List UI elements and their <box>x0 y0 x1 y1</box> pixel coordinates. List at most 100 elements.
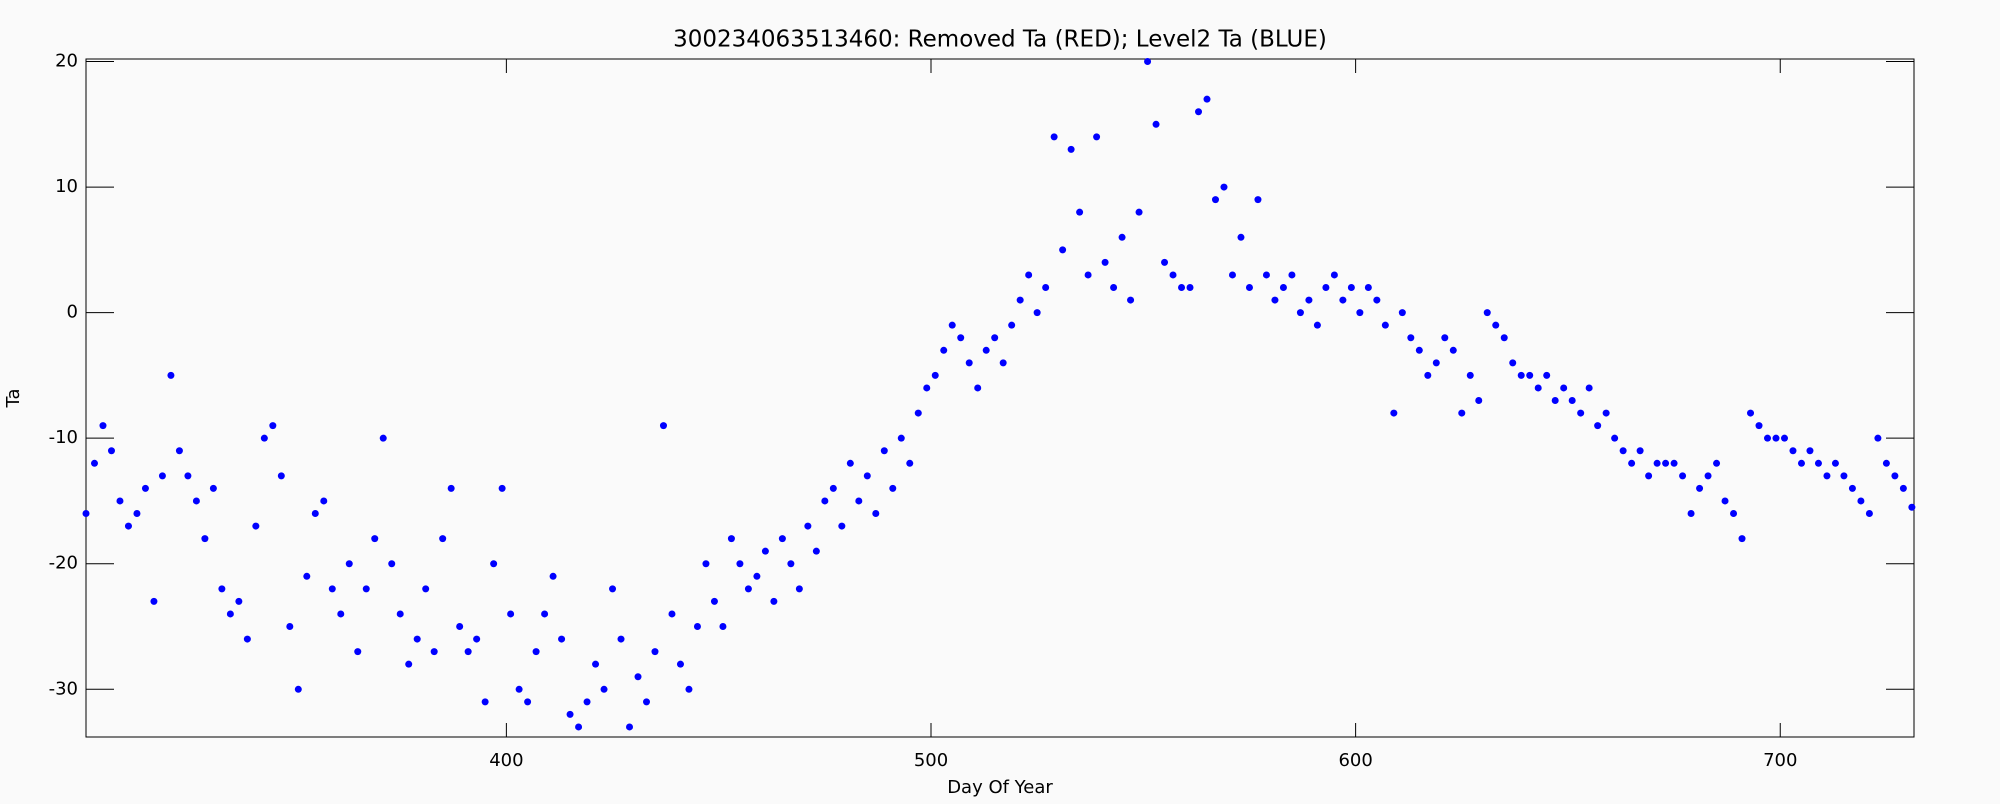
data-point <box>889 484 897 492</box>
data-point <box>303 572 311 580</box>
data-point <box>345 560 353 568</box>
data-point <box>1398 309 1406 317</box>
data-point <box>923 384 931 392</box>
data-point <box>1424 371 1432 379</box>
data-point <box>1203 95 1211 103</box>
y-tick-label: -10 <box>49 427 78 448</box>
data-point <box>1806 447 1814 455</box>
chart-title: 300234063513460: Removed Ta (RED); Level… <box>673 27 1327 53</box>
data-point <box>260 434 268 442</box>
y-tick-label: -30 <box>49 678 78 699</box>
data-point <box>1492 321 1500 329</box>
x-axis-label: Day Of Year <box>947 777 1053 798</box>
data-point <box>1144 58 1152 66</box>
data-point <box>897 434 905 442</box>
y-tick-label: 0 <box>67 302 78 323</box>
data-point <box>1254 196 1262 204</box>
data-point <box>880 447 888 455</box>
data-point <box>1687 510 1695 518</box>
data-point <box>778 535 786 543</box>
data-point <box>439 535 447 543</box>
data-point <box>1585 384 1593 392</box>
data-point <box>821 497 829 505</box>
data-point <box>413 635 421 643</box>
data-point <box>524 698 532 706</box>
data-point <box>90 459 98 467</box>
data-point <box>1296 309 1304 317</box>
data-point <box>974 384 982 392</box>
data-point <box>1560 384 1568 392</box>
data-point <box>787 560 795 568</box>
data-point <box>702 560 710 568</box>
data-point <box>1730 510 1738 518</box>
data-point <box>1101 258 1109 266</box>
data-point <box>1679 472 1687 480</box>
data-point <box>872 510 880 518</box>
data-point <box>583 698 591 706</box>
data-point <box>600 685 608 693</box>
data-point <box>914 409 922 417</box>
data-point <box>643 698 651 706</box>
data-point <box>498 484 506 492</box>
data-point <box>1245 284 1253 292</box>
data-point <box>456 623 464 631</box>
data-point <box>659 422 667 430</box>
data-point <box>1042 284 1050 292</box>
data-point <box>107 447 115 455</box>
data-point <box>175 447 183 455</box>
data-point <box>1067 145 1075 153</box>
data-point <box>1662 459 1670 467</box>
data-point <box>1764 434 1772 442</box>
data-point <box>719 623 727 631</box>
data-point <box>1653 459 1661 467</box>
data-point <box>1118 233 1126 241</box>
data-point <box>812 547 820 555</box>
data-point <box>201 535 209 543</box>
data-point <box>1891 472 1899 480</box>
data-point <box>1882 459 1890 467</box>
data-point <box>1814 459 1822 467</box>
data-point <box>294 685 302 693</box>
data-point <box>863 472 871 480</box>
data-point <box>388 560 396 568</box>
data-point <box>1076 208 1084 216</box>
data-point <box>1848 484 1856 492</box>
data-point <box>999 359 1007 367</box>
plot-frame <box>85 58 1915 738</box>
data-point <box>736 560 744 568</box>
data-point <box>192 497 200 505</box>
data-point <box>566 710 574 718</box>
x-tick-label: 700 <box>1763 750 1797 771</box>
data-point <box>1271 296 1279 304</box>
data-point <box>710 597 718 605</box>
data-point <box>1857 497 1865 505</box>
data-point <box>1373 296 1381 304</box>
data-point <box>1220 183 1228 191</box>
data-point <box>1797 459 1805 467</box>
data-point <box>141 484 149 492</box>
data-point <box>1865 510 1873 518</box>
data-point <box>1127 296 1135 304</box>
data-point <box>1228 271 1236 279</box>
data-point <box>575 723 583 731</box>
data-point <box>430 648 438 656</box>
data-point <box>1908 503 1916 511</box>
data-point <box>1322 284 1330 292</box>
data-point <box>1704 472 1712 480</box>
data-point <box>1780 434 1788 442</box>
data-point <box>991 334 999 342</box>
data-point <box>1441 334 1449 342</box>
data-point <box>1390 409 1398 417</box>
data-point <box>311 510 319 518</box>
data-point <box>1526 371 1534 379</box>
data-point <box>150 597 158 605</box>
data-point <box>209 484 217 492</box>
data-point <box>473 635 481 643</box>
data-point <box>693 623 701 631</box>
data-point <box>1161 258 1169 266</box>
data-point <box>396 610 404 618</box>
data-point <box>1432 359 1440 367</box>
data-point <box>1050 133 1058 141</box>
data-point <box>447 484 455 492</box>
